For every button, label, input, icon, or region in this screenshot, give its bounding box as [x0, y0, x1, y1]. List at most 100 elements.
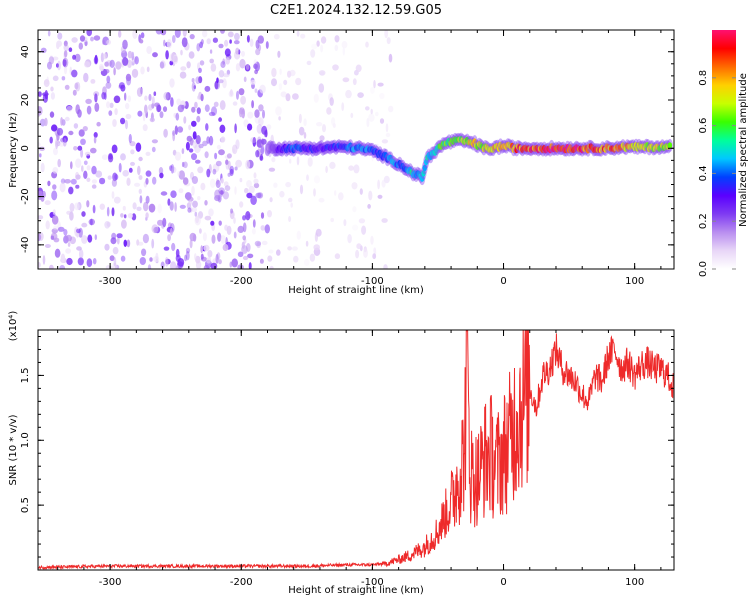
noise-mark: [50, 86, 54, 92]
noise-mark: [165, 92, 171, 101]
noise-mark: [233, 40, 240, 45]
noise-mark: [109, 255, 115, 262]
noise-mark: [181, 37, 188, 48]
noise-mark: [91, 184, 97, 189]
noise-mark: [122, 57, 129, 66]
noise-mark: [239, 107, 245, 115]
noise-mark: [377, 179, 380, 190]
noise-mark: [185, 141, 190, 151]
noise-mark: [224, 185, 231, 192]
noise-mark: [275, 106, 282, 116]
noise-mark: [183, 161, 188, 169]
spectrogram-y-ticks: -40 -20 0 20 40: [20, 39, 674, 270]
noise-mark: [383, 175, 390, 184]
noise-mark: [181, 161, 185, 168]
noise-mark: [195, 135, 201, 145]
noise-mark: [202, 232, 207, 242]
noise-mark: [288, 216, 292, 222]
noise-mark: [332, 64, 339, 71]
noise-mark: [330, 217, 335, 223]
noise-mark: [325, 165, 328, 174]
noise-mark: [247, 111, 254, 119]
noise-mark: [237, 225, 245, 233]
noise-mark: [175, 112, 180, 121]
noise-mark: [373, 247, 376, 253]
noise-mark: [54, 248, 61, 258]
noise-mark: [269, 197, 273, 203]
noise-mark: [253, 178, 259, 184]
noise-mark: [229, 165, 234, 175]
noise-mark: [130, 149, 135, 155]
noise-mark: [310, 49, 316, 58]
noise-mark: [157, 219, 164, 226]
signal-core: [421, 170, 426, 177]
noise-mark: [278, 116, 281, 121]
noise-mark: [137, 165, 141, 176]
noise-mark: [311, 43, 318, 50]
noise-mark: [348, 165, 354, 171]
noise-mark: [50, 92, 56, 100]
noise-mark: [320, 36, 327, 44]
noise-mark: [303, 258, 310, 266]
noise-mark: [93, 56, 99, 65]
noise-mark: [38, 146, 46, 151]
noise-mark: [234, 123, 237, 134]
colorbar-ticks: 0.0 0.2 0.4 0.6 0.8: [698, 70, 736, 277]
noise-mark: [164, 257, 169, 267]
noise-mark: [101, 154, 109, 160]
noise-mark: [206, 38, 211, 45]
noise-mark: [234, 166, 238, 171]
noise-mark: [352, 78, 357, 86]
noise-mark: [162, 217, 167, 228]
noise-mark: [259, 258, 264, 264]
noise-mark: [128, 167, 133, 173]
noise-mark: [50, 235, 55, 240]
snr-frame: [37, 329, 675, 571]
noise-mark: [63, 50, 68, 58]
noise-mark: [258, 117, 264, 126]
noise-mark: [139, 39, 144, 44]
noise-mark: [173, 112, 177, 118]
noise-mark: [235, 159, 243, 168]
noise-mark: [244, 187, 249, 194]
y-tick-label: 1.5: [20, 367, 31, 383]
spectrogram-x-ticks: -300 -200 -100 0 100: [57, 30, 662, 287]
noise-mark: [38, 91, 42, 97]
noise-mark: [249, 38, 254, 47]
noise-mark: [280, 91, 287, 98]
noise-mark: [278, 83, 283, 91]
noise-mark: [368, 190, 373, 201]
noise-mark: [227, 172, 231, 177]
noise-mark: [385, 123, 389, 133]
noise-mark: [290, 202, 294, 208]
noise-mark: [94, 234, 98, 241]
noise-mark: [285, 181, 291, 188]
noise-mark: [69, 202, 75, 212]
noise-mark: [107, 175, 112, 180]
noise-mark: [79, 35, 86, 42]
noise-mark: [151, 139, 158, 144]
noise-mark: [86, 30, 92, 37]
noise-mark: [197, 62, 200, 71]
noise-mark: [313, 244, 321, 251]
noise-mark: [252, 219, 256, 228]
noise-mark: [76, 228, 81, 234]
noise-mark: [145, 195, 150, 204]
noise-mark: [118, 30, 122, 38]
noise-mark: [59, 265, 66, 269]
noise-mark: [83, 72, 89, 83]
noise-mark: [131, 68, 139, 78]
noise-mark: [247, 253, 254, 259]
noise-mark: [182, 30, 187, 37]
noise-mark: [231, 258, 238, 268]
noise-mark: [215, 160, 222, 167]
noise-mark: [74, 53, 81, 63]
noise-mark: [262, 109, 265, 119]
noise-mark: [111, 178, 117, 187]
signal-core: [667, 142, 673, 149]
signal-core: [420, 175, 425, 182]
noise-mark: [145, 170, 152, 177]
noise-mark: [106, 39, 111, 45]
noise-mark: [331, 117, 336, 126]
noise-mark: [233, 231, 237, 239]
